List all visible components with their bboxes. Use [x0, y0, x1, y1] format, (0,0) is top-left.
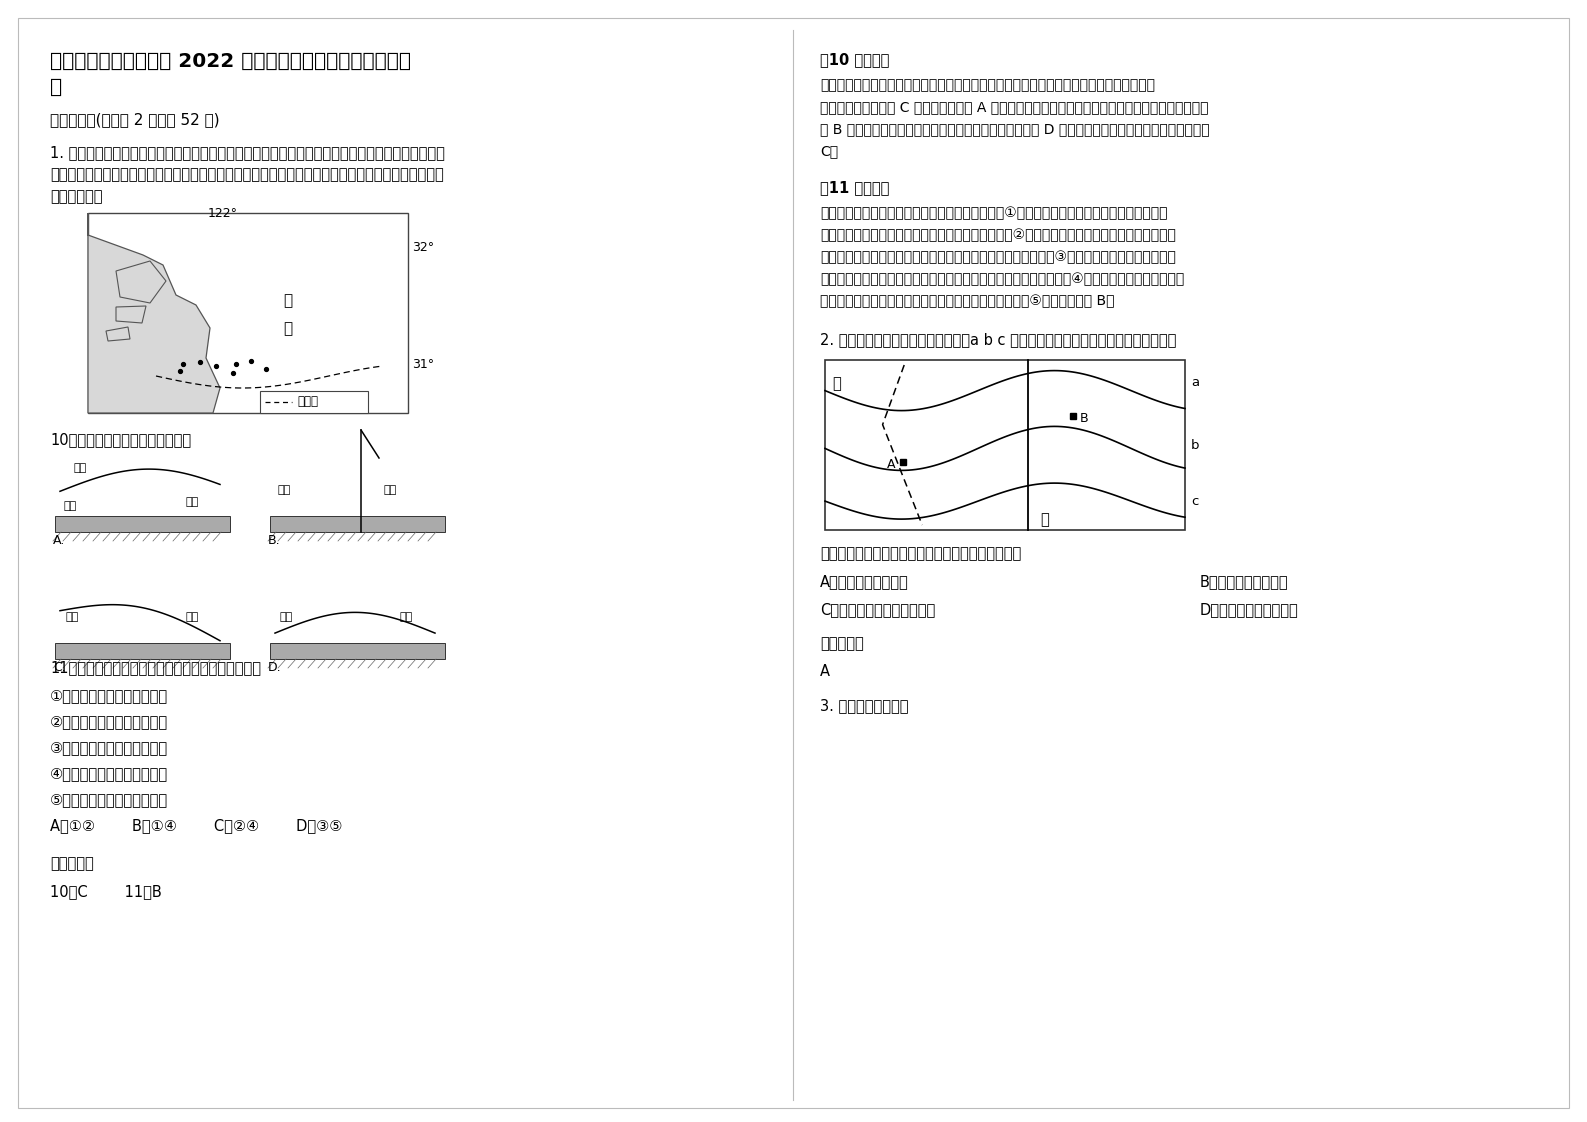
Bar [56, 516, 230, 532]
Text: 项 B 不符合锋面特征和两种水体的密度差异特征，，选项 D 不符合海水与河水的密度差异特征。故选: 项 B 不符合锋面特征和两种水体的密度差异特征，，选项 D 不符合海水与河水的密… [820, 122, 1209, 136]
Text: A: A [887, 458, 895, 470]
Text: 122°: 122° [208, 206, 238, 220]
Text: 种水文化学要素（盐度、温度、浊度、密度等）的最大梯度。下图为某年长江河口锋分布示意图。据此: 种水文化学要素（盐度、温度、浊度、密度等）的最大梯度。下图为某年长江河口锋分布示… [51, 167, 444, 182]
Text: 河水: 河水 [65, 611, 78, 622]
Bar [825, 360, 1185, 530]
Text: A.: A. [52, 534, 65, 548]
Text: ②河口锋水域生态系统较稳定: ②河口锋水域生态系统较稳定 [51, 714, 168, 729]
Text: c: c [1190, 495, 1198, 507]
Text: b: b [1190, 439, 1200, 451]
Bar [56, 643, 230, 659]
Text: 10．C        11．B: 10．C 11．B [51, 884, 162, 899]
Text: ①河口锋位置冬季距海岸较近: ①河口锋位置冬季距海岸较近 [51, 688, 168, 703]
Polygon shape [87, 213, 221, 413]
Text: 海: 海 [284, 321, 292, 335]
Text: 析: 析 [51, 79, 62, 96]
Text: 海水: 海水 [73, 462, 86, 472]
Text: 【10 题详解】: 【10 题详解】 [820, 52, 889, 67]
Text: 3. 读下图，据此回答: 3. 读下图，据此回答 [820, 698, 908, 712]
Text: 域，多个自然要素不稳定，生态系统也相应不稳定，②不正确。河口锋区域盐度、温度、浊度、: 域，多个自然要素不稳定，生态系统也相应不稳定，②不正确。河口锋区域盐度、温度、浊… [820, 228, 1176, 242]
Text: 一、选择题(每小题 2 分，共 52 分): 一、选择题(每小题 2 分，共 52 分) [51, 112, 219, 127]
Text: 河口锋: 河口锋 [297, 395, 317, 408]
Bar [270, 516, 444, 532]
Text: 河水: 河水 [186, 497, 198, 507]
Text: C.: C. [52, 661, 65, 674]
Bar [87, 213, 408, 413]
Text: 10．夏季长江河口锋的形态最接近: 10．夏季长江河口锋的形态最接近 [51, 432, 190, 447]
Text: 若图示为亚欧大陆和太平洋地区等温线分布，则此时: 若图示为亚欧大陆和太平洋地区等温线分布，则此时 [820, 546, 1022, 561]
Text: B．我国正受台风影响: B．我国正受台风影响 [1200, 574, 1289, 589]
Text: B.: B. [268, 534, 281, 548]
Text: 【11 题详解】: 【11 题详解】 [820, 180, 889, 195]
Text: 参考答案：: 参考答案： [51, 856, 94, 871]
Text: D．南极考察船正在返航: D．南极考察船正在返航 [1200, 603, 1298, 617]
Bar [270, 643, 444, 659]
Polygon shape [106, 327, 130, 341]
Text: 海水: 海水 [186, 611, 198, 622]
Polygon shape [116, 261, 167, 303]
Text: C。: C。 [820, 144, 838, 158]
Text: A．地球距离太阳最近: A．地球距离太阳最近 [820, 574, 909, 589]
Text: 海水: 海水 [400, 611, 413, 622]
Text: 完成下面小题: 完成下面小题 [51, 188, 103, 204]
Text: 密度等元素的梯度大，容易使水体发生搅动，影响水体透明度，③不正确。河口锋附近水体水平: 密度等元素的梯度大，容易使水体发生搅动，影响水体透明度，③不正确。河口锋附近水体… [820, 250, 1176, 264]
Text: 参考答案：: 参考答案： [820, 636, 863, 651]
Text: ④河口锋水域巨轮航行需谨慎: ④河口锋水域巨轮航行需谨慎 [51, 766, 168, 781]
Text: 2. 下图为北半球某地理事物示意图，a b c 所表示的数值由南向北逐渐减小，据此回答: 2. 下图为北半球某地理事物示意图，a b c 所表示的数值由南向北逐渐减小，据… [820, 332, 1176, 347]
Text: 11．关于长江河口锋及附近水域的说法中，正确的是: 11．关于长江河口锋及附近水域的说法中，正确的是 [51, 660, 260, 675]
Text: ③河口锋水域水体透明度较高: ③河口锋水域水体透明度较高 [51, 741, 168, 755]
Text: 东: 东 [284, 293, 292, 309]
Text: 河流冬季为枯水期，河口锋位置冬季距海岸较近，①正确。河口锋水域是河流向海洋的过渡区: 河流冬季为枯水期，河口锋位置冬季距海岸较近，①正确。河口锋水域是河流向海洋的过渡… [820, 206, 1168, 220]
Text: 贵州省遵义市仙台中学 2022 年高三地理上学期期末试卷含解: 贵州省遵义市仙台中学 2022 年高三地理上学期期末试卷含解 [51, 52, 411, 71]
Text: A: A [820, 664, 830, 679]
Text: 河水: 河水 [279, 611, 294, 622]
Text: 流动速度减慢，泥沙会大量沉积，海水深度变浅，容易影响到通航，④正确。根据图示位置，河口: 流动速度减慢，泥沙会大量沉积，海水深度变浅，容易影响到通航，④正确。根据图示位置… [820, 272, 1184, 286]
Text: ⑤河口锋水域盐度高于东西侧: ⑤河口锋水域盐度高于东西侧 [51, 792, 168, 807]
Text: A．①②        B．①④        C．②④        D．③⑤: A．①② B．①④ C．②④ D．③⑤ [51, 818, 343, 833]
Text: C．华北平原小麦，生长旺盛: C．华北平原小麦，生长旺盛 [820, 603, 935, 617]
Text: 1. 河口锋是指河口地区不同性质水体成水团之间形成的较为明显的界面，界面附近往往存在一种或多: 1. 河口锋是指河口地区不同性质水体成水团之间形成的较为明显的界面，界面附近往往… [51, 145, 444, 160]
Text: 32°: 32° [413, 241, 435, 254]
Text: D.: D. [268, 661, 281, 674]
Text: 乙: 乙 [1039, 512, 1049, 527]
Text: 河水: 河水 [278, 485, 292, 495]
Text: 海水: 海水 [382, 485, 397, 495]
Text: 天气系统，因此选项 C 符合题意。选项 A 不符合海水与河水的位置特征和两种水体的密度差异特征选: 天气系统，因此选项 C 符合题意。选项 A 不符合海水与河水的位置特征和两种水体… [820, 100, 1208, 114]
Text: 锋东侧为海水，西侧为河水，盐度低于东侧，高于西侧，⑤不正确。故选 B。: 锋东侧为海水，西侧为河水，盐度低于东侧，高于西侧，⑤不正确。故选 B。 [820, 294, 1114, 309]
Text: a: a [1190, 376, 1200, 388]
Text: B: B [1081, 412, 1089, 424]
Text: 河水: 河水 [63, 502, 76, 512]
Text: 甲: 甲 [832, 376, 841, 390]
Polygon shape [116, 306, 146, 323]
Text: 31°: 31° [413, 358, 435, 371]
Bar [260, 390, 368, 413]
Text: 海水因含盐量高而密度较大，较重，往往处于河口锋的下部，题中显示，河口锋类似于锋面: 海水因含盐量高而密度较大，较重，往往处于河口锋的下部，题中显示，河口锋类似于锋面 [820, 79, 1155, 92]
